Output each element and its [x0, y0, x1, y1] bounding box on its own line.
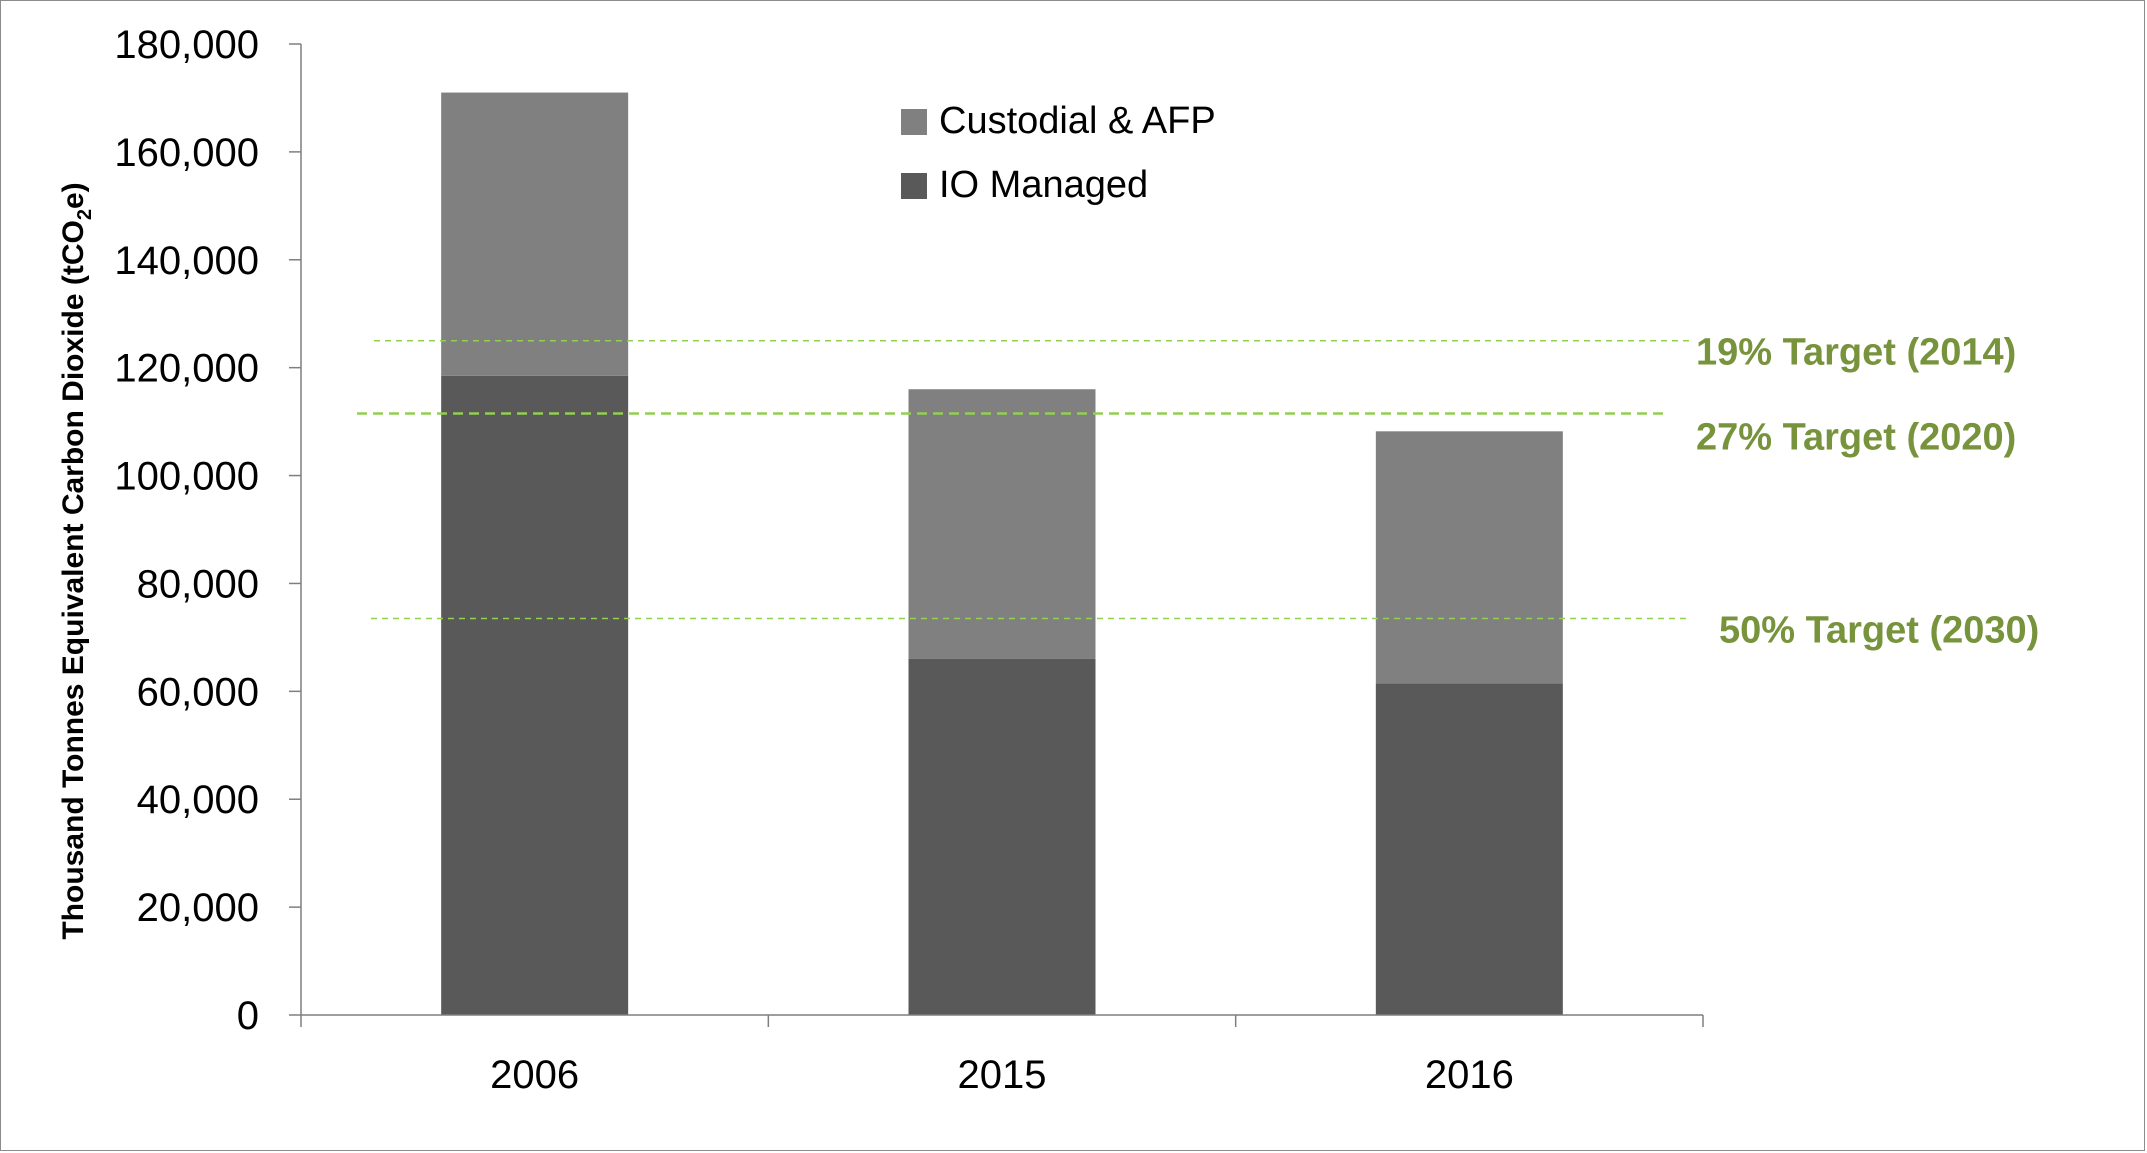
- x-tick-label: 2015: [958, 1053, 1047, 1097]
- y-tick-label: 40,000: [137, 778, 259, 822]
- y-tick-label: 180,000: [114, 23, 259, 67]
- y-tick-label: 60,000: [137, 670, 259, 714]
- legend-label: IO Managed: [939, 164, 1148, 206]
- bar-io-managed-2006: [441, 375, 629, 1016]
- y-axis-title-subscript: 2: [74, 209, 96, 220]
- bar-io-managed-2016: [1375, 683, 1563, 1015]
- y-axis-title-text: Thousand Tonnes Equivalent Carbon Dioxid…: [57, 182, 96, 939]
- y-tick-label: 140,000: [114, 239, 259, 283]
- target-lines: 19% Target (2014) 27% Target (2020) 50% Ta…: [357, 332, 2039, 652]
- legend-swatch: [901, 173, 927, 199]
- x-tick-label: 2016: [1425, 1053, 1514, 1097]
- bar-custodial-afp-2016: [1375, 431, 1563, 684]
- y-axis-title-main: Thousand Tonnes Equivalent Carbon Dioxid…: [57, 220, 90, 939]
- target-label: 27% Target (2020): [1696, 417, 2016, 459]
- y-tick-label: 100,000: [114, 455, 259, 499]
- bar-custodial-afp-2006: [441, 92, 629, 376]
- y-axis-title-end: e): [57, 182, 90, 209]
- x-tick-label: 2006: [490, 1053, 579, 1097]
- y-tick-label: 160,000: [114, 131, 259, 175]
- target-label: 50% Target (2030): [1719, 610, 2039, 652]
- y-axis-ticks: 0 20,000 40,000 60,000 80,000 100,000 120,000 1…: [114, 23, 301, 1038]
- target-label: 19% Target (2014): [1696, 332, 2016, 374]
- bars: [441, 92, 1563, 1016]
- y-tick-label: 80,000: [137, 562, 259, 606]
- y-axis-title: Thousand Tonnes Equivalent Carbon Dioxid…: [57, 182, 96, 939]
- axes: [300, 44, 1704, 1027]
- legend-label: Custodial & AFP: [939, 100, 1216, 142]
- x-axis-labels: 2006 2015 2016: [490, 1053, 1514, 1097]
- y-tick-label: 120,000: [114, 347, 259, 391]
- bar-custodial-afp-2015: [908, 389, 1096, 659]
- y-tick-label: 0: [237, 994, 259, 1038]
- legend: Custodial & AFP IO Managed: [901, 100, 1216, 206]
- bar-io-managed-2015: [908, 658, 1096, 1015]
- y-tick-label: 20,000: [137, 886, 259, 930]
- legend-swatch: [901, 109, 927, 135]
